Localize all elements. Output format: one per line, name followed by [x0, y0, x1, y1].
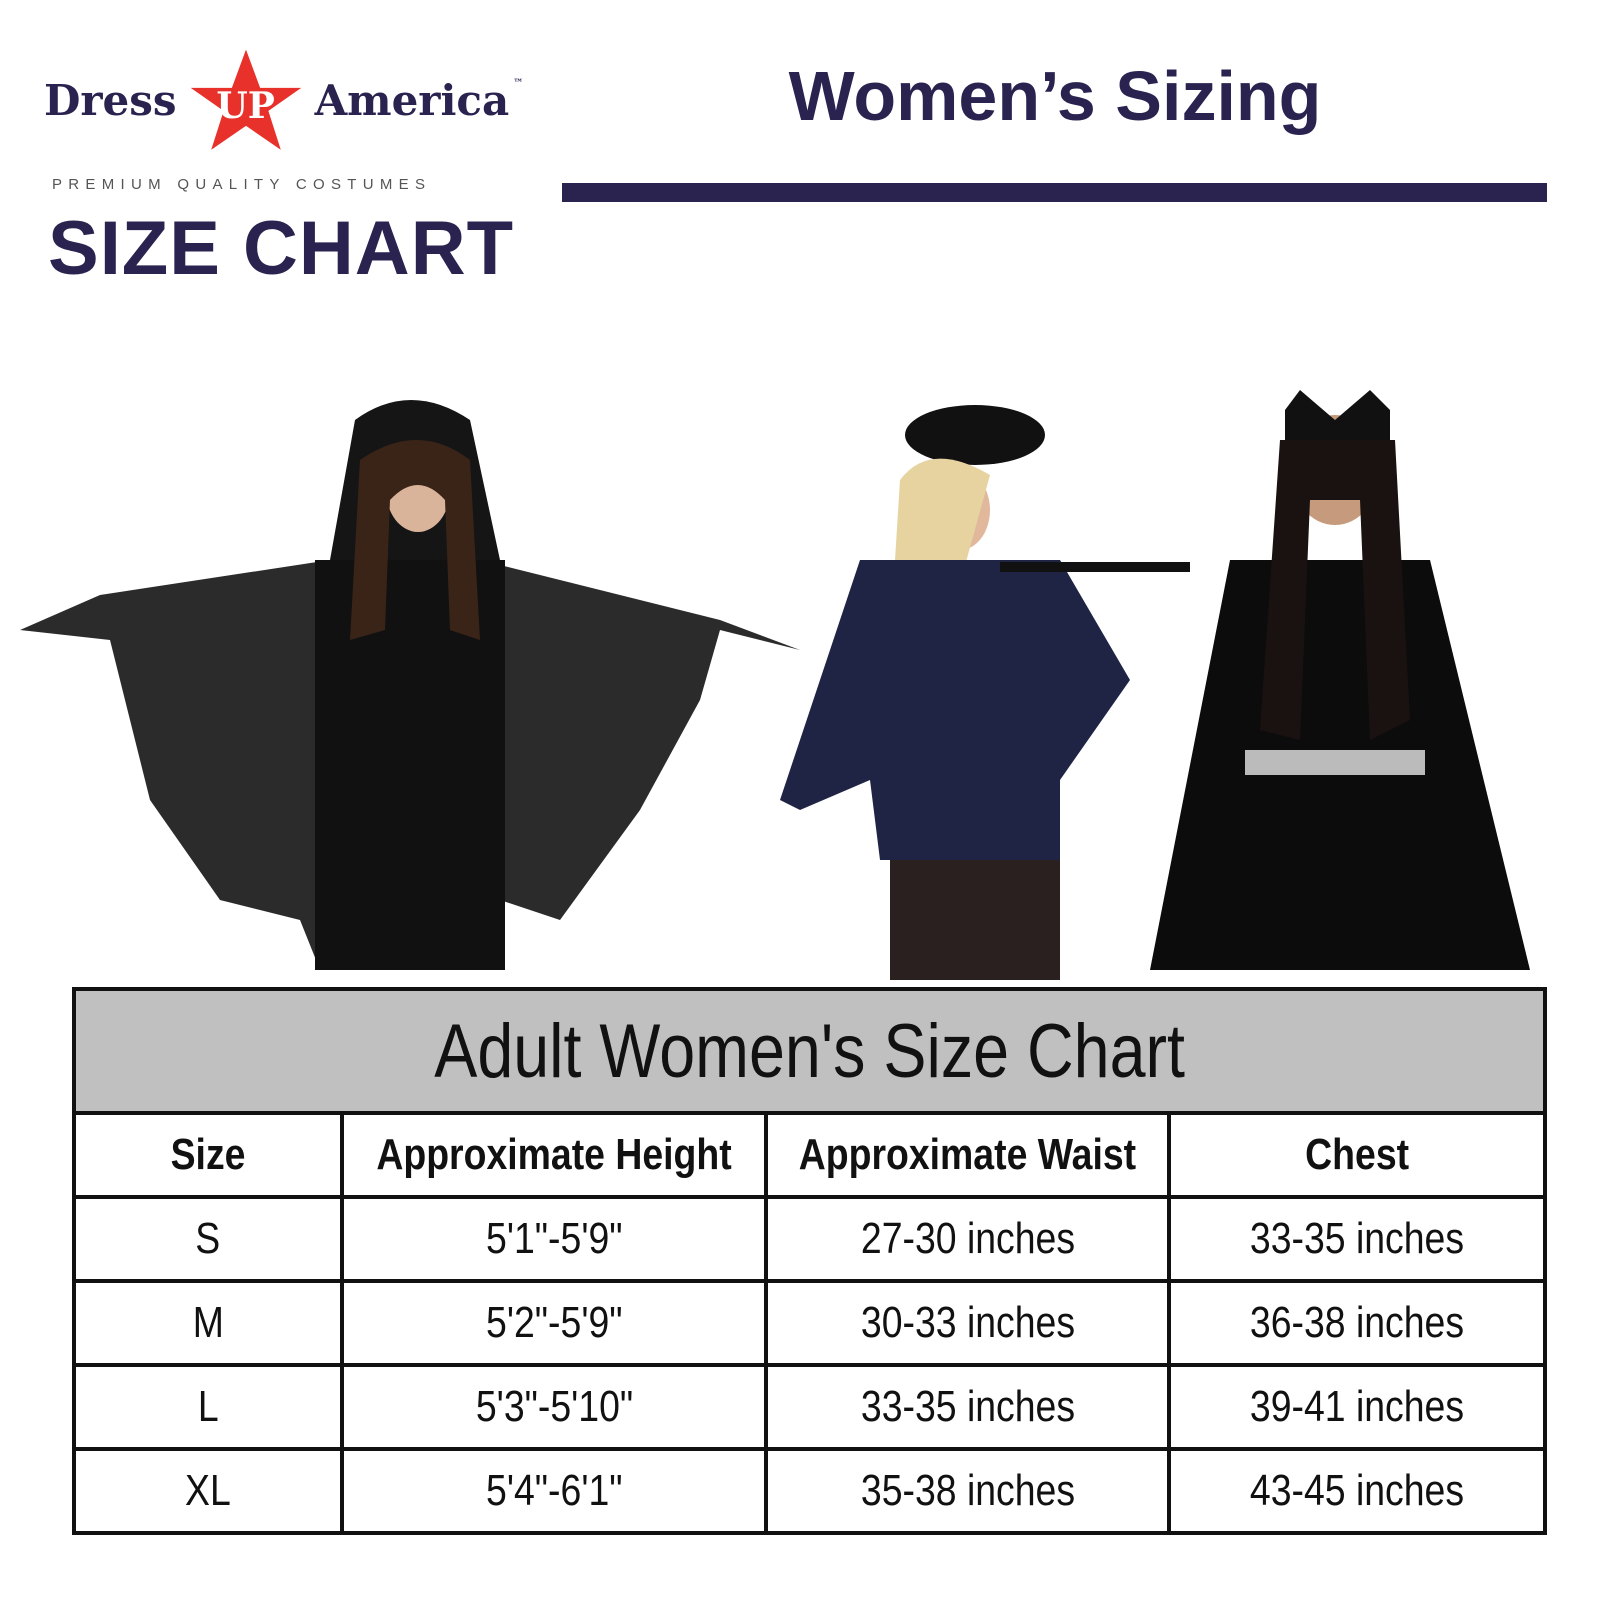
size-chart-table: Adult Women's Size Chart Size Approximat…: [72, 987, 1548, 1535]
cell-chest: 43-45 inches: [1166, 1447, 1548, 1535]
title-divider: [562, 183, 1547, 202]
column-header-size: Size: [72, 1111, 344, 1199]
cell-chest: 36-38 inches: [1166, 1279, 1548, 1367]
cell-text: 5'1"-5'9": [485, 1214, 623, 1263]
cell-waist: 35-38 inches: [764, 1447, 1171, 1535]
header-text: Approximate Waist: [798, 1130, 1137, 1179]
page-title: Women’s Sizing: [788, 57, 1322, 135]
cell-waist: 33-35 inches: [764, 1363, 1171, 1451]
costume-photos: [20, 390, 1530, 980]
police-costume-model: [780, 405, 1190, 980]
cell-text: 33-35 inches: [860, 1382, 1075, 1431]
cell-chest: 33-35 inches: [1166, 1195, 1548, 1283]
table-header-row: Size Approximate Height Approximate Wais…: [72, 1111, 1548, 1199]
cell-text: 35-38 inches: [860, 1466, 1075, 1515]
cell-text: 39-41 inches: [1249, 1382, 1465, 1431]
table-row: S 5'1"-5'9" 27-30 inches 33-35 inches: [72, 1195, 1548, 1283]
brand-logo: Dress UP America ™: [44, 30, 523, 170]
cat-costume-model: [1150, 390, 1530, 970]
column-header-height: Approximate Height: [339, 1111, 769, 1199]
cell-text: S: [195, 1214, 221, 1263]
bat-costume-model: [20, 400, 800, 970]
cell-height: 5'1"-5'9": [339, 1195, 769, 1283]
cell-size: S: [72, 1195, 344, 1283]
header-text: Size: [170, 1130, 246, 1179]
table-row: XL 5'4"-6'1" 35-38 inches 43-45 inches: [72, 1447, 1548, 1535]
table-row: M 5'2"-5'9" 30-33 inches 36-38 inches: [72, 1279, 1548, 1367]
cell-height: 5'2"-5'9": [339, 1279, 769, 1367]
header-text: Chest: [1305, 1130, 1409, 1179]
table-caption-row: Adult Women's Size Chart: [72, 987, 1547, 1115]
tagline: PREMIUM QUALITY COSTUMES: [52, 176, 432, 193]
cell-text: 27-30 inches: [860, 1214, 1075, 1263]
column-header-chest: Chest: [1166, 1111, 1548, 1199]
cell-height: 5'3"-5'10": [339, 1363, 769, 1451]
cell-text: 33-35 inches: [1249, 1214, 1465, 1263]
cell-waist: 27-30 inches: [764, 1195, 1171, 1283]
cell-text: 5'2"-5'9": [485, 1298, 623, 1347]
cell-size: XL: [72, 1447, 344, 1535]
cell-waist: 30-33 inches: [764, 1279, 1171, 1367]
cell-text: 43-45 inches: [1249, 1466, 1465, 1515]
cell-text: L: [197, 1382, 219, 1431]
logo-word-america: America: [314, 75, 510, 125]
header-text: Approximate Height: [376, 1130, 732, 1179]
table-caption-text: Adult Women's Size Chart: [434, 1008, 1185, 1094]
cell-text: M: [192, 1298, 224, 1347]
column-header-waist: Approximate Waist: [764, 1111, 1171, 1199]
cell-text: 5'3"-5'10": [475, 1382, 633, 1431]
cell-height: 5'4"-6'1": [339, 1447, 769, 1535]
cell-text: 5'4"-6'1": [485, 1466, 623, 1515]
cell-text: 30-33 inches: [860, 1298, 1075, 1347]
cell-text: XL: [185, 1466, 231, 1515]
cell-size: M: [72, 1279, 344, 1367]
logo-word-up: UP: [216, 85, 275, 127]
trademark: ™: [513, 78, 524, 89]
table-caption: Adult Women's Size Chart: [72, 987, 1547, 1115]
logo-word-dress: Dress: [44, 75, 177, 125]
cell-chest: 39-41 inches: [1166, 1363, 1548, 1451]
table-row: L 5'3"-5'10" 33-35 inches 39-41 inches: [72, 1363, 1548, 1451]
star-icon: [184, 44, 307, 155]
cell-size: L: [72, 1363, 344, 1451]
cell-text: 36-38 inches: [1249, 1298, 1465, 1347]
logo-star: UP: [181, 40, 311, 160]
size-chart-heading: SIZE CHART: [48, 206, 514, 291]
